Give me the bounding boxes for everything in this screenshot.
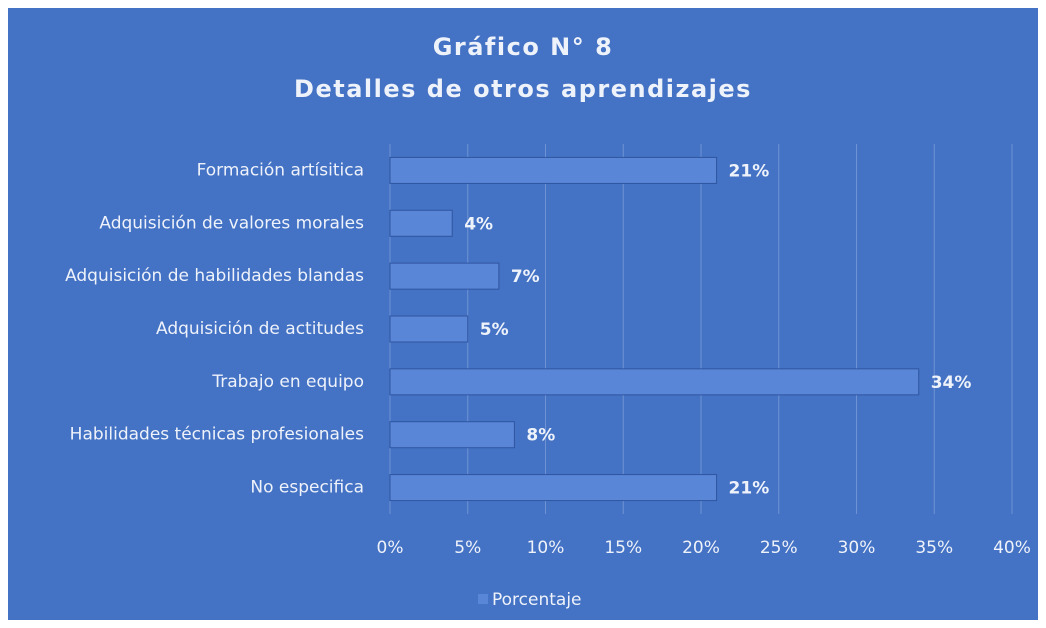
y-tick-label: Formación artísitica — [197, 160, 364, 180]
x-tick-label: 20% — [682, 538, 720, 558]
chart-title: Gráfico N° 8 — [433, 33, 614, 61]
x-tick-label: 35% — [915, 538, 953, 558]
y-tick-label: No especifica — [250, 478, 364, 498]
bar — [389, 474, 718, 502]
bar — [389, 156, 718, 184]
legend-label: Porcentaje — [492, 590, 582, 610]
bar — [389, 315, 469, 343]
legend-swatch — [478, 594, 488, 604]
y-tick-label: Trabajo en equipo — [211, 372, 364, 392]
value-label: 5% — [480, 320, 509, 340]
value-label: 8% — [526, 426, 555, 446]
x-tick-label: 40% — [993, 538, 1031, 558]
y-tick-label: Adquisición de habilidades blandas — [65, 266, 364, 286]
chart-subtitle: Detalles de otros aprendizajes — [294, 75, 752, 103]
x-tick-label: 5% — [454, 538, 481, 558]
value-label: 21% — [729, 479, 770, 499]
x-tick-label: 30% — [838, 538, 876, 558]
y-tick-label: Habilidades técnicas profesionales — [70, 425, 364, 445]
value-label: 7% — [511, 267, 540, 287]
value-label: 34% — [931, 373, 972, 393]
value-label: 4% — [464, 214, 493, 234]
chart-background — [8, 8, 1038, 620]
x-tick-label: 10% — [527, 538, 565, 558]
bar — [389, 421, 515, 449]
bar — [389, 368, 920, 396]
x-tick-label: 15% — [604, 538, 642, 558]
bar — [389, 209, 453, 237]
value-label: 21% — [729, 161, 770, 181]
x-tick-label: 0% — [377, 538, 404, 558]
x-tick-label: 25% — [760, 538, 798, 558]
y-tick-label: Adquisición de actitudes — [156, 319, 364, 339]
bar — [389, 262, 500, 290]
y-tick-label: Adquisición de valores morales — [99, 213, 364, 233]
